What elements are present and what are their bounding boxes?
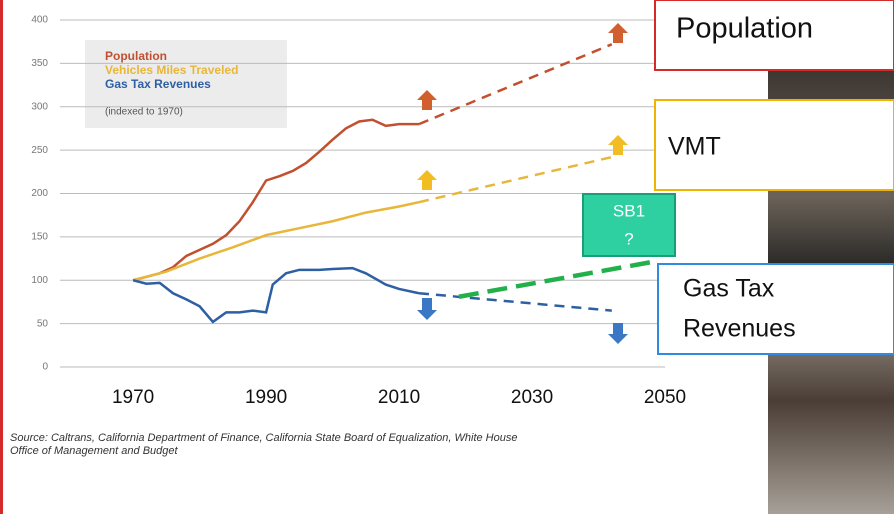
line: [132, 200, 420, 282]
y-tick-label: 150: [31, 232, 48, 243]
line: [418, 43, 613, 126]
y-tick-label: 250: [31, 145, 48, 156]
y-tick-label: 0: [42, 362, 48, 373]
x-tick-label: 1970: [112, 387, 154, 408]
callout-text: VMT: [668, 133, 721, 161]
source: Office of Management and Budget: [10, 445, 178, 457]
legend-note: (indexed to 1970): [105, 107, 183, 118]
line: [418, 292, 612, 312]
up-arrow: [608, 23, 628, 43]
callout-text: Revenues: [683, 315, 796, 343]
up-arrow: [417, 170, 437, 190]
callout-text: ?: [624, 229, 633, 248]
line: [132, 266, 420, 324]
callout-text: Gas Tax: [683, 275, 775, 303]
legend-entry: Vehicles Miles Traveled: [105, 63, 238, 77]
legend-entry: Population: [105, 49, 167, 63]
legend-entry: Gas Tax Revenues: [105, 77, 211, 91]
y-tick-label: 300: [31, 101, 48, 112]
vmt-callout: [654, 99, 894, 191]
line: [458, 259, 653, 299]
up-arrow: [417, 90, 437, 110]
y-tick-label: 200: [31, 188, 48, 199]
population-callout: [654, 0, 894, 71]
gas-callout: [657, 263, 894, 355]
callout-text: SB1: [613, 201, 645, 220]
left-border: [0, 0, 3, 514]
x-tick-label: 1990: [245, 387, 287, 408]
y-tick-label: 350: [31, 58, 48, 69]
arrows: [417, 23, 628, 344]
source: Source: Caltrans, California Department …: [10, 432, 517, 444]
y-tick-label: 400: [31, 15, 48, 26]
legend-box: [85, 40, 287, 128]
down-arrow: [417, 298, 437, 320]
line: [132, 118, 420, 282]
down-arrow: [608, 323, 628, 344]
callout-text: Population: [676, 13, 813, 45]
x-tick-label: 2010: [378, 387, 420, 408]
y-tick-label: 50: [37, 318, 49, 329]
x-tick-label: 2030: [511, 387, 553, 408]
y-tick-label: 100: [31, 275, 48, 286]
x-tick-label: 2050: [644, 387, 686, 408]
sb1-callout: [582, 193, 676, 257]
up-arrow: [608, 135, 628, 155]
